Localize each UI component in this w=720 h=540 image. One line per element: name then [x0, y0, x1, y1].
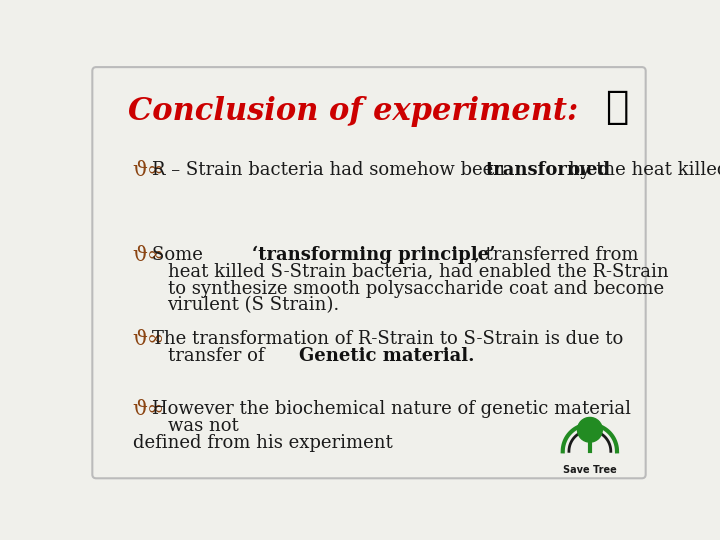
Text: ϑ∞: ϑ∞ — [132, 246, 165, 265]
Text: ϑ∞: ϑ∞ — [132, 161, 165, 180]
Text: , transferred from: , transferred from — [474, 246, 638, 264]
Text: R – Strain bacteria had somehow been: R – Strain bacteria had somehow been — [152, 161, 510, 179]
Text: Save Tree: Save Tree — [563, 465, 617, 475]
Text: defined from his experiment: defined from his experiment — [132, 434, 392, 451]
Text: The transformation of R-Strain to S-Strain is due to: The transformation of R-Strain to S-Stra… — [152, 330, 624, 348]
Text: was not: was not — [168, 417, 238, 435]
Text: Some: Some — [152, 246, 209, 264]
Text: ϑ∞: ϑ∞ — [132, 400, 165, 419]
Text: virulent (S Strain).: virulent (S Strain). — [168, 296, 340, 315]
Text: 🌱: 🌱 — [606, 88, 629, 126]
Text: by the heat killed S-Strain bacteria.: by the heat killed S-Strain bacteria. — [564, 161, 720, 179]
Text: to synthesize smooth polysaccharide coat and become: to synthesize smooth polysaccharide coat… — [168, 280, 664, 298]
Text: transfer of: transfer of — [168, 347, 270, 366]
FancyBboxPatch shape — [92, 67, 646, 478]
Circle shape — [577, 417, 602, 442]
Text: transformed: transformed — [486, 161, 611, 179]
Text: heat killed S-Strain bacteria, had enabled the R-Strain: heat killed S-Strain bacteria, had enabl… — [168, 262, 668, 281]
Text: Conclusion of experiment:: Conclusion of experiment: — [128, 96, 579, 126]
Text: ‘transforming principle’: ‘transforming principle’ — [252, 246, 495, 264]
Text: Genetic material.: Genetic material. — [299, 347, 474, 366]
Text: However the biochemical nature of genetic material: However the biochemical nature of geneti… — [152, 400, 631, 418]
Text: ϑ∞: ϑ∞ — [132, 330, 165, 349]
